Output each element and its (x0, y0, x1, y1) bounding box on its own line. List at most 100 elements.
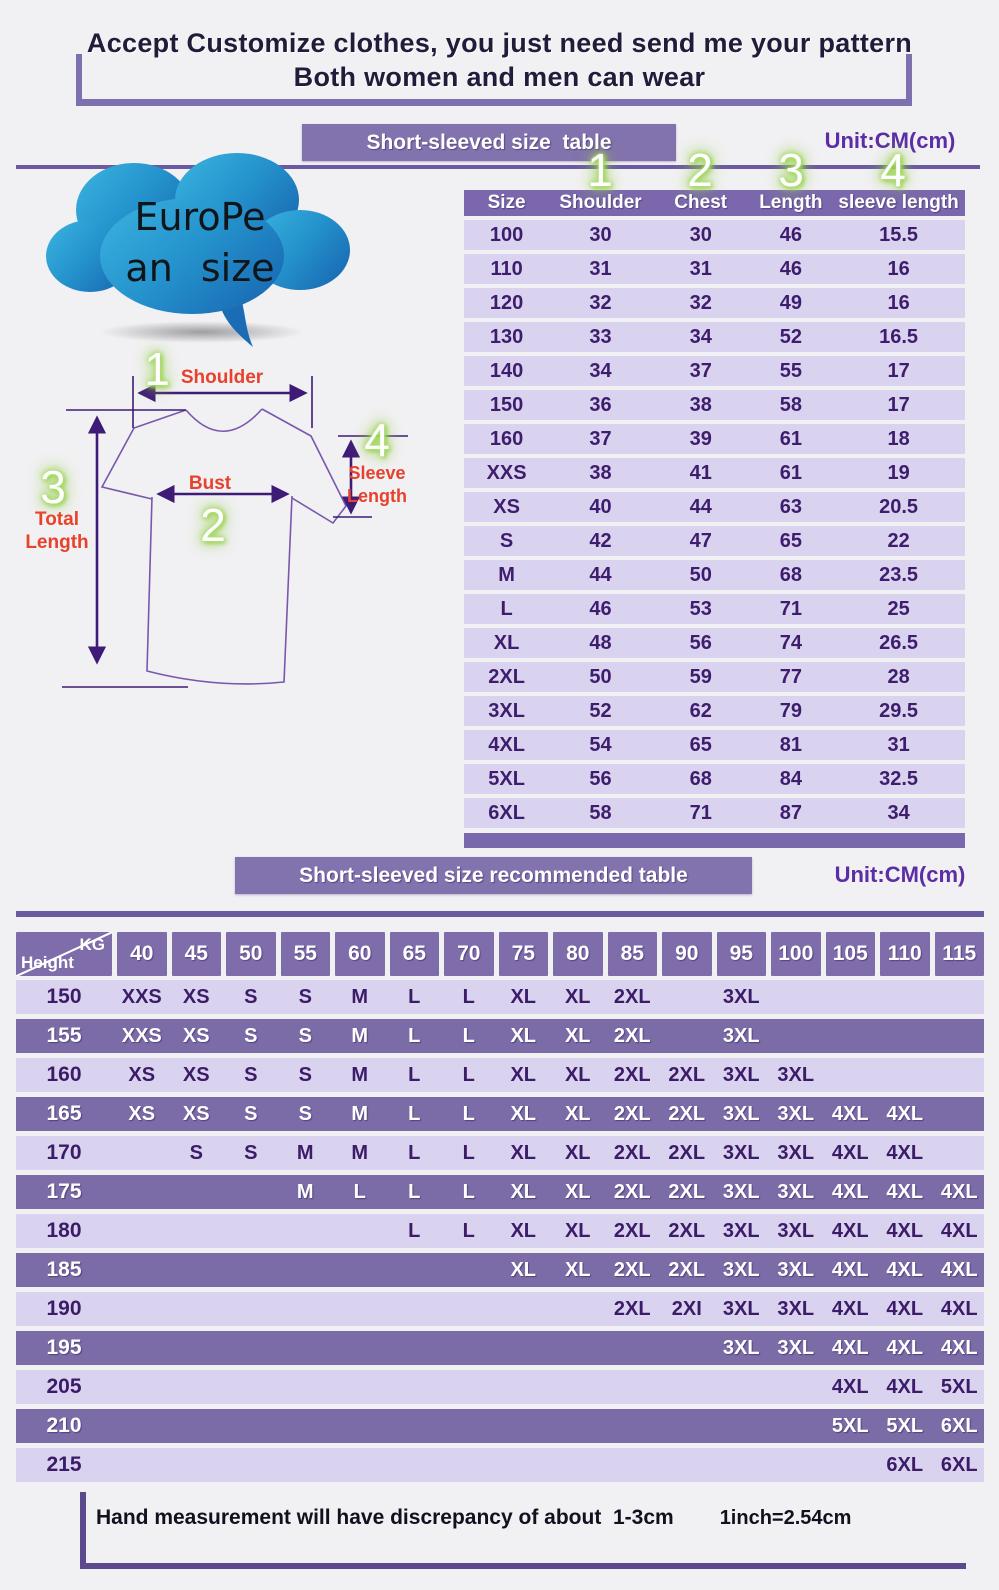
size-label-cell: 100 (489, 223, 524, 246)
shoulder-label: Shoulder (180, 367, 264, 388)
recommend-size-cell: L (462, 1063, 475, 1086)
measurement-note: Hand measurement will have discrepancy o… (96, 1506, 674, 1529)
recommend-size-cell: 2XL (668, 1258, 706, 1281)
size-table-row: 6XL 58 71 87 34 (464, 798, 965, 828)
size-value-cell: 59 (689, 665, 712, 688)
height-label: 165 (46, 1102, 82, 1125)
size-label-cell: XXS (486, 461, 527, 484)
title-line-1: Accept Customize clothes, you just need … (86, 28, 913, 58)
height-label: 175 (46, 1180, 82, 1203)
measurement-arrows (87, 383, 361, 665)
size-table-row: 4XL 54 65 81 31 (464, 730, 965, 760)
size-value-cell: 50 (689, 563, 712, 586)
recommend-size-cell: 4XL (886, 1180, 924, 1203)
recommend-size-cell: M (351, 1024, 369, 1047)
size-table-row: 5XL 56 68 84 32.5 (464, 764, 965, 794)
recommend-size-cell: 6XL (940, 1453, 978, 1476)
recommend-size-cell: 4XL (940, 1258, 978, 1281)
diagram-number-4: 4 (364, 414, 390, 466)
column-number-2: 2 (687, 144, 713, 196)
size-value-cell: 23.5 (879, 563, 919, 586)
kg-column-header: 40 (117, 932, 167, 976)
size-table: Size Shoulder Chest Length sleeve length… (464, 190, 965, 848)
recommend-size-cell: 3XL (722, 1297, 760, 1320)
recommend-size-cell: S (298, 985, 312, 1008)
kg-column-header: 105 (825, 932, 875, 976)
recommend-size-cell: L (408, 1180, 421, 1203)
recommend-size-cell: 4XL (940, 1180, 978, 1203)
size-value-cell: 32.5 (879, 767, 919, 790)
size-table-row: XL 48 56 74 26.5 (464, 628, 965, 658)
recommend-size-cell: 5XL (940, 1375, 978, 1398)
size-value-cell: 74 (779, 631, 802, 654)
size-value-cell: 50 (589, 665, 612, 688)
size-value-cell: 31 (689, 257, 712, 280)
size-value-cell: 37 (589, 427, 612, 450)
size-value-cell: 38 (689, 393, 712, 416)
size-value-cell: 44 (589, 563, 612, 586)
recommend-size-cell: XL (510, 1024, 537, 1047)
recommend-size-cell: XS (182, 1063, 210, 1086)
recommend-size-cell: L (408, 1141, 421, 1164)
recommend-table-row: 210 5XL 5XL 6XL (16, 1409, 984, 1443)
recommend-size-cell: 2XL (613, 1141, 651, 1164)
recommend-size-cell: XS (128, 1102, 156, 1125)
kg-column-header: 70 (444, 932, 494, 976)
size-value-cell: 65 (689, 733, 712, 756)
recommend-table-row: 190 2XL 2XI 3XL 3XL 4XL 4XL 4XL (16, 1292, 984, 1326)
height-label: 195 (46, 1336, 82, 1359)
recommend-size-cell: M (351, 1141, 369, 1164)
height-label: 170 (46, 1141, 82, 1164)
size-label-cell: 110 (490, 257, 523, 280)
recommend-size-cell: 4XL (831, 1375, 869, 1398)
size-value-cell: 37 (689, 359, 712, 382)
recommend-size-cell: 4XL (886, 1219, 924, 1242)
size-label-cell: 150 (489, 393, 524, 416)
size-value-cell: 34 (689, 325, 712, 348)
kg-column-header: 60 (335, 932, 385, 976)
title-line-2: Both women and men can wear (293, 62, 706, 92)
footer-bracket (80, 1492, 966, 1569)
kg-column-header: 75 (498, 932, 548, 976)
length-column-header: Length (759, 192, 823, 213)
recommend-size-cell: 4XL (886, 1336, 924, 1359)
recommend-table-row: 150 XXS XS S S M L L XL XL 2XL 3XL (16, 980, 984, 1014)
recommend-size-cell: 3XL (722, 1336, 760, 1359)
recommend-size-cell: XL (564, 1141, 591, 1164)
size-label-cell: 6XL (488, 801, 525, 824)
recommend-size-cell: XL (564, 1258, 591, 1281)
size-value-cell: 19 (887, 461, 910, 484)
recommend-size-cell: XL (510, 1258, 537, 1281)
size-value-cell: 46 (589, 597, 612, 620)
size-value-cell: 29.5 (879, 699, 919, 722)
recommend-table-row: 185 XL XL 2XL 2XL 3XL 3XL 4XL 4XL 4XL (16, 1253, 984, 1287)
recommend-size-cell: L (462, 1102, 475, 1125)
size-label-cell: 160 (489, 427, 524, 450)
recommend-size-cell: 3XL (777, 1297, 815, 1320)
recommend-size-cell: L (462, 1219, 475, 1242)
recommend-table-row: 180 L L XL XL 2XL 2XL 3XL 3XL 4XL 4XL 4XL (16, 1214, 984, 1248)
kg-column-header: 90 (662, 932, 712, 976)
recommend-size-cell: XS (182, 985, 210, 1008)
size-value-cell: 38 (589, 461, 612, 484)
size-label-cell: 4XL (488, 733, 525, 756)
unit-label-top: Unit:CM(cm) (824, 128, 956, 153)
recommend-table-header: KG Height 40 45 50 55 60 65 70 75 80 85 90 95 100 105… (16, 932, 984, 976)
height-label: 190 (46, 1297, 82, 1320)
recommend-size-cell: 3XL (722, 985, 760, 1008)
recommend-size-cell: XL (510, 985, 537, 1008)
recommend-size-cell: 2XL (613, 1258, 651, 1281)
recommend-size-cell: XL (564, 1180, 591, 1203)
recommend-size-cell: 3XL (722, 1180, 760, 1203)
height-label: 180 (46, 1219, 82, 1242)
size-value-cell: 55 (779, 359, 802, 382)
recommend-size-cell: 3XL (777, 1063, 815, 1086)
size-label-cell: 2XL (488, 665, 525, 688)
size-label-cell: L (500, 597, 513, 620)
recommend-size-cell: 3XL (777, 1180, 815, 1203)
size-value-cell: 41 (689, 461, 712, 484)
recommend-size-cell: 4XL (886, 1375, 924, 1398)
recommend-size-cell: XXS (121, 985, 162, 1008)
recommend-size-cell: 3XL (777, 1141, 815, 1164)
recommend-table-row: 160 XS XS S S M L L XL XL 2XL 2XL 3XL 3XL (16, 1058, 984, 1092)
